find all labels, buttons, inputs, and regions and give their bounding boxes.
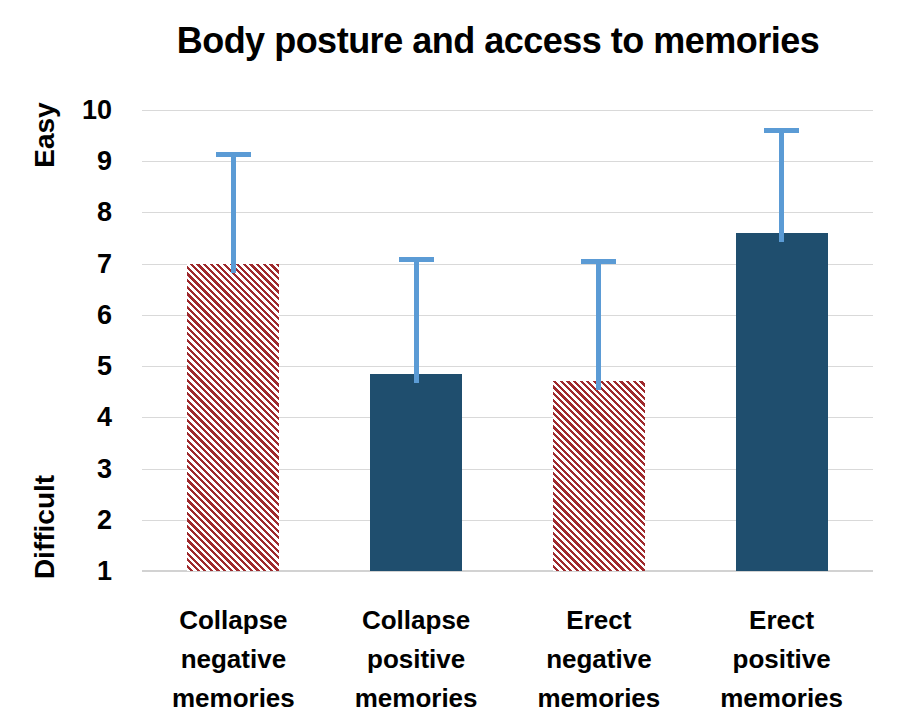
y-tick-label: 7 xyxy=(30,249,112,279)
x-category-label-line: Collapse xyxy=(328,601,504,640)
x-category-label-line: Erect xyxy=(694,601,870,640)
error-bar-cap xyxy=(216,152,251,157)
error-bar-line xyxy=(779,130,784,241)
bar-hatched xyxy=(187,264,279,571)
y-tick-label: 5 xyxy=(30,351,112,381)
error-bar-cap xyxy=(399,257,434,262)
x-category-label: Collapsenegativememories xyxy=(145,601,321,715)
bar-solid xyxy=(370,374,462,571)
bar-chart: Body posture and access to memories Easy… xyxy=(0,0,918,715)
error-bar-cap xyxy=(764,128,799,133)
y-tick-label: 4 xyxy=(30,402,112,432)
x-category-label-line: memories xyxy=(694,679,870,715)
y-tick-label: 9 xyxy=(30,146,112,176)
x-category-label-line: memories xyxy=(145,679,321,715)
y-tick-label: 1 xyxy=(30,556,112,586)
error-bar-line xyxy=(596,261,601,390)
x-category-label-line: memories xyxy=(511,679,687,715)
x-category-label-line: negative xyxy=(145,640,321,679)
gridline xyxy=(142,212,873,213)
x-category-label-line: Collapse xyxy=(145,601,321,640)
x-category-label-line: Erect xyxy=(511,601,687,640)
y-tick-label: 2 xyxy=(30,505,112,535)
chart-title: Body posture and access to memories xyxy=(85,20,911,62)
x-category-label-line: memories xyxy=(328,679,504,715)
y-tick-label: 8 xyxy=(30,197,112,227)
x-category-label-line: positive xyxy=(694,640,870,679)
y-tick-label: 6 xyxy=(30,300,112,330)
x-category-label: Collapsepositivememories xyxy=(328,601,504,715)
gridline xyxy=(142,110,873,111)
gridline xyxy=(142,161,873,162)
y-tick-label: 3 xyxy=(30,454,112,484)
x-category-label-line: positive xyxy=(328,640,504,679)
x-category-label-line: negative xyxy=(511,640,687,679)
y-tick-label: 10 xyxy=(30,95,112,125)
x-category-label: Erectnegativememories xyxy=(511,601,687,715)
bar-solid xyxy=(736,233,828,571)
bar-hatched xyxy=(553,381,645,571)
error-bar-line xyxy=(231,154,236,273)
error-bar-cap xyxy=(581,259,616,264)
x-category-label: Erectpositivememories xyxy=(694,601,870,715)
error-bar-line xyxy=(414,259,419,383)
